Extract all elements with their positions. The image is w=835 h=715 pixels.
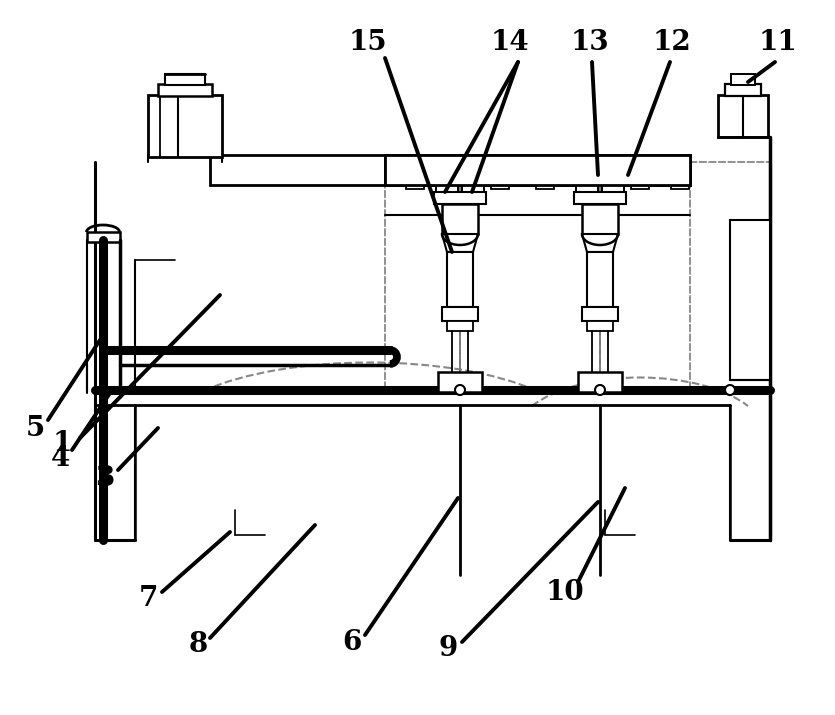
Bar — [602, 175, 624, 192]
Text: 1: 1 — [53, 430, 72, 456]
Text: 12: 12 — [653, 29, 691, 56]
Bar — [587, 321, 613, 331]
Bar — [634, 165, 646, 176]
Bar — [576, 175, 598, 192]
Bar — [674, 165, 686, 176]
Text: 14: 14 — [491, 29, 529, 56]
Bar — [582, 307, 618, 321]
Text: 3: 3 — [95, 465, 114, 491]
Bar — [462, 175, 484, 192]
Bar — [158, 84, 212, 96]
Bar — [447, 252, 473, 307]
Text: 5: 5 — [25, 415, 44, 441]
Text: 13: 13 — [570, 29, 610, 56]
Text: 8: 8 — [189, 631, 208, 659]
Bar — [725, 84, 761, 96]
Bar — [406, 175, 424, 189]
Bar — [409, 165, 421, 176]
Bar — [491, 175, 509, 189]
Circle shape — [595, 385, 605, 395]
Bar — [582, 204, 618, 234]
Bar — [447, 321, 473, 331]
Circle shape — [725, 385, 735, 395]
Bar — [730, 220, 770, 380]
Bar — [442, 204, 478, 234]
Bar — [536, 175, 554, 189]
Circle shape — [455, 385, 465, 395]
Bar — [165, 74, 205, 85]
Bar — [578, 372, 622, 392]
Bar — [442, 307, 478, 321]
Bar — [87, 232, 120, 242]
Bar — [631, 175, 649, 189]
Bar — [210, 155, 690, 185]
Bar — [587, 252, 613, 307]
Bar — [385, 155, 690, 185]
Polygon shape — [442, 234, 478, 252]
Bar — [579, 166, 595, 175]
Text: 10: 10 — [546, 578, 584, 606]
Bar — [605, 166, 621, 175]
Bar — [671, 175, 689, 189]
Bar — [574, 192, 626, 204]
Text: 9: 9 — [438, 634, 458, 661]
Bar — [494, 165, 506, 176]
Text: 15: 15 — [349, 29, 387, 56]
Text: 7: 7 — [139, 584, 158, 611]
Bar — [438, 372, 482, 392]
Bar — [465, 166, 481, 175]
Bar — [148, 95, 222, 157]
Bar — [439, 166, 455, 175]
Bar — [539, 165, 551, 176]
Polygon shape — [582, 234, 618, 252]
Text: 11: 11 — [759, 29, 797, 56]
Bar — [436, 175, 458, 192]
Bar — [434, 192, 486, 204]
Bar — [731, 74, 755, 85]
Text: 6: 6 — [342, 629, 362, 656]
Bar — [718, 95, 768, 137]
Text: 4: 4 — [50, 445, 69, 471]
